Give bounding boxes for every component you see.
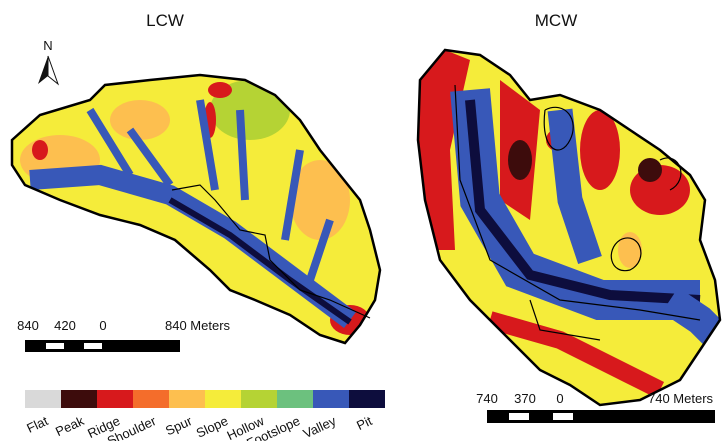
legend-swatch bbox=[205, 390, 241, 408]
legend-label: Flat bbox=[24, 413, 50, 436]
legend-label: Valley bbox=[301, 413, 339, 441]
mcw-boundary bbox=[416, 48, 722, 407]
legend-swatch bbox=[61, 390, 97, 408]
map-title: MCW bbox=[535, 11, 577, 30]
mcw-scale-bar: 740 370 0 740 Meters bbox=[476, 391, 715, 423]
scale-label: 0 bbox=[556, 391, 563, 406]
legend-swatch bbox=[349, 390, 385, 408]
legend-swatch bbox=[169, 390, 205, 408]
scale-label: 740 bbox=[476, 391, 498, 406]
scale-label: 840 Meters bbox=[165, 318, 231, 333]
legend-label: Pit bbox=[354, 413, 374, 433]
legend-swatch bbox=[277, 390, 313, 408]
scale-label: 370 bbox=[514, 391, 536, 406]
scale-label: 0 bbox=[99, 318, 106, 333]
legend-swatch bbox=[313, 390, 349, 408]
map-title: LCW bbox=[146, 11, 184, 30]
north-arrow: N bbox=[38, 38, 60, 86]
lcw-boundary bbox=[10, 73, 382, 345]
lcw-scale-bar: 840 420 0 840 Meters bbox=[17, 318, 231, 352]
legend-swatch bbox=[25, 390, 61, 408]
scale-label: 840 bbox=[17, 318, 39, 333]
legend-label: Peak bbox=[53, 413, 87, 439]
scale-label: 420 bbox=[54, 318, 76, 333]
legend-label: Spur bbox=[163, 413, 195, 438]
legend-swatch bbox=[241, 390, 277, 408]
lcw-map bbox=[12, 75, 380, 343]
legend-swatch bbox=[133, 390, 169, 408]
scale-label: 740 Meters bbox=[648, 391, 714, 406]
legend-label: Slope bbox=[194, 413, 230, 441]
legend-swatch bbox=[97, 390, 133, 408]
north-label: N bbox=[43, 38, 52, 53]
